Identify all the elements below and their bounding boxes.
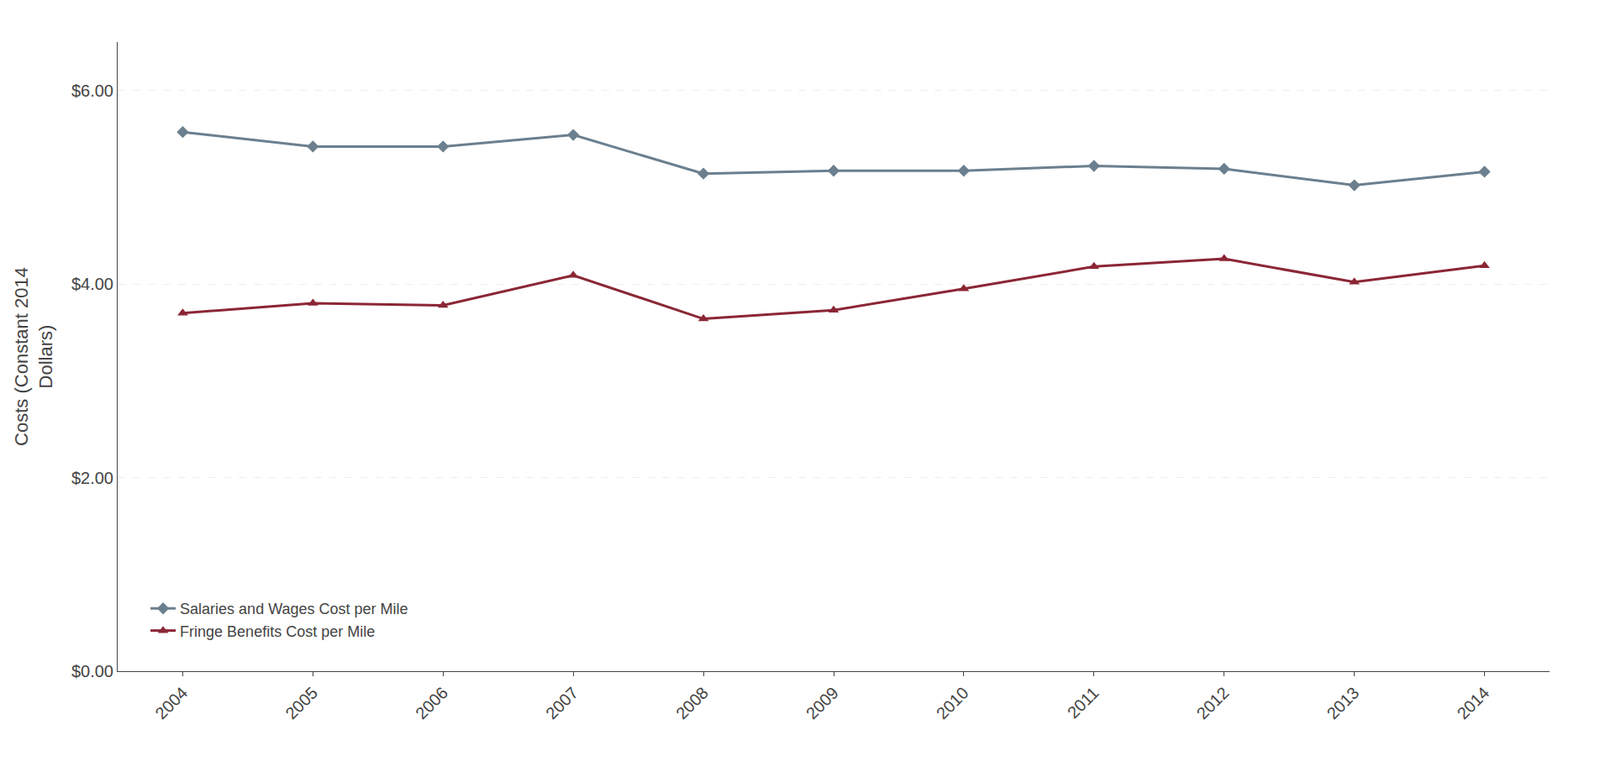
- svg-text:2012: 2012: [1193, 683, 1233, 723]
- svg-text:2004: 2004: [151, 683, 191, 723]
- svg-text:2005: 2005: [281, 683, 322, 723]
- svg-text:$4.00: $4.00: [71, 274, 114, 294]
- svg-text:$6.00: $6.00: [71, 81, 114, 100]
- svg-text:2013: 2013: [1323, 683, 1364, 723]
- svg-text:2011: 2011: [1063, 683, 1103, 722]
- svg-text:Salaries and Wages Cost per Mi: Salaries and Wages Cost per Mile: [179, 600, 408, 618]
- svg-text:2008: 2008: [672, 683, 712, 723]
- svg-text:2007: 2007: [542, 683, 582, 723]
- svg-text:$2.00: $2.00: [71, 468, 114, 488]
- svg-text:Costs (Constant 2014Dollars): Costs (Constant 2014Dollars): [10, 267, 57, 447]
- svg-text:2014: 2014: [1452, 683, 1493, 723]
- svg-text:Fringe Benefits Cost per Mile: Fringe Benefits Cost per Mile: [179, 623, 375, 641]
- svg-text:2006: 2006: [411, 683, 452, 723]
- svg-text:$0.00: $0.00: [71, 662, 114, 681]
- svg-text:2009: 2009: [802, 683, 843, 723]
- svg-text:2010: 2010: [932, 683, 973, 723]
